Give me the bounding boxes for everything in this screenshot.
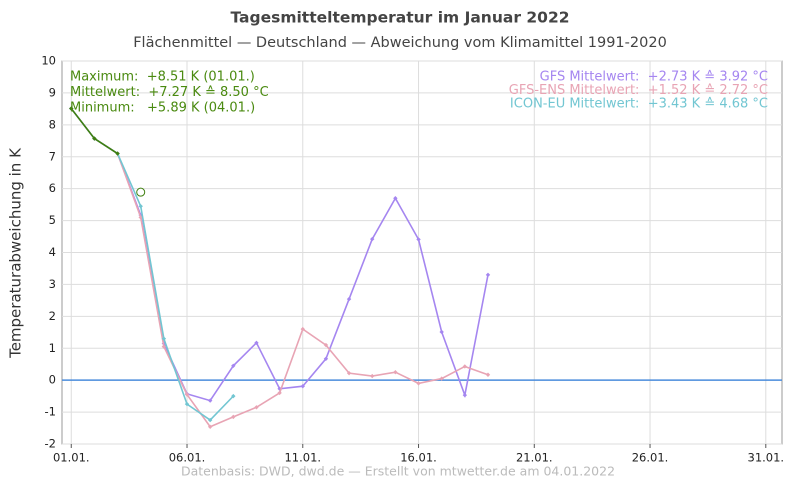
data-point [323,342,329,348]
y-tick-label: 8 [49,117,56,131]
chart-title: Tagesmitteltemperatur im Januar 2022 [230,9,569,27]
data-point [439,376,444,381]
data-point [300,384,305,389]
data-point [207,417,213,423]
data-point [161,344,167,349]
y-tick-label: -2 [45,437,56,451]
x-tick-label: 06.01. [169,451,206,465]
y-tick-label: 2 [49,309,56,323]
data-point [323,356,329,361]
y-tick-label: 10 [41,54,56,68]
data-point [231,414,236,420]
annotation: Minimum: +5.89 K (04.01.) [70,101,255,116]
footer: Datenbasis: DWD, dwd.de — Erstellt von m… [181,464,615,479]
y-tick-label: 4 [49,245,56,259]
data-point [300,326,305,332]
data-point [231,393,236,399]
data-point [416,381,421,386]
y-tick-label: 6 [49,181,56,195]
y-tick-label: -1 [45,405,56,419]
data-point [346,296,352,302]
y-tick-label: 0 [49,373,56,387]
data-point [92,136,97,141]
chart-subtitle: Flächenmittel — Deutschland — Abweichung… [133,35,667,51]
data-point [207,424,213,429]
data-point [462,364,468,369]
y-tick-label: 1 [49,341,56,355]
series-line [70,108,234,422]
data-point [161,336,167,341]
annotation: ICON-EU Mittelwert: +3.43 K ≙ 4.68 °C [510,97,768,112]
annotation: GFS-ENS Mittelwert: +1.52 K ≙ 2.72 °C [509,83,768,98]
y-axis-label: Temperaturabweichung in K [7,147,25,359]
x-tick-label: 26.01. [632,451,669,465]
series-line [70,108,489,402]
data-point [138,204,143,209]
data-point [115,151,120,156]
data-point [138,215,143,220]
data-point [69,106,74,111]
data-point [184,392,190,397]
data-point [485,372,491,377]
x-tick-label: 16.01. [400,451,437,465]
data-point [277,390,282,396]
annotation: GFS Mittelwert: +2.73 K ≙ 3.92 °C [540,70,768,85]
data-point [462,392,468,398]
annotation: Maximum: +8.51 K (01.01.) [70,70,255,85]
data-point [370,373,375,379]
data-point [207,398,213,403]
data-point [416,237,421,242]
x-tick-label: 21.01. [516,451,553,465]
annotation: Mittelwert: +7.27 K ≙ 8.50 °C [70,85,269,100]
data-point [346,370,352,376]
data-point [254,405,259,410]
current-point [136,187,146,197]
data-point [393,196,398,201]
data-point [485,272,491,278]
data-point [393,369,398,375]
y-tick-label: 7 [49,149,56,163]
x-tick-label: 31.01. [748,451,785,465]
data-point [254,340,259,346]
data-point [184,401,190,407]
x-tick-label: 01.01. [53,451,90,465]
y-tick-label: 5 [49,213,56,227]
data-point [370,236,375,242]
data-point [231,363,236,369]
data-point [439,329,444,335]
y-tick-label: 3 [49,277,56,291]
y-tick-label: 9 [49,85,56,99]
x-tick-label: 11.01. [284,451,321,465]
